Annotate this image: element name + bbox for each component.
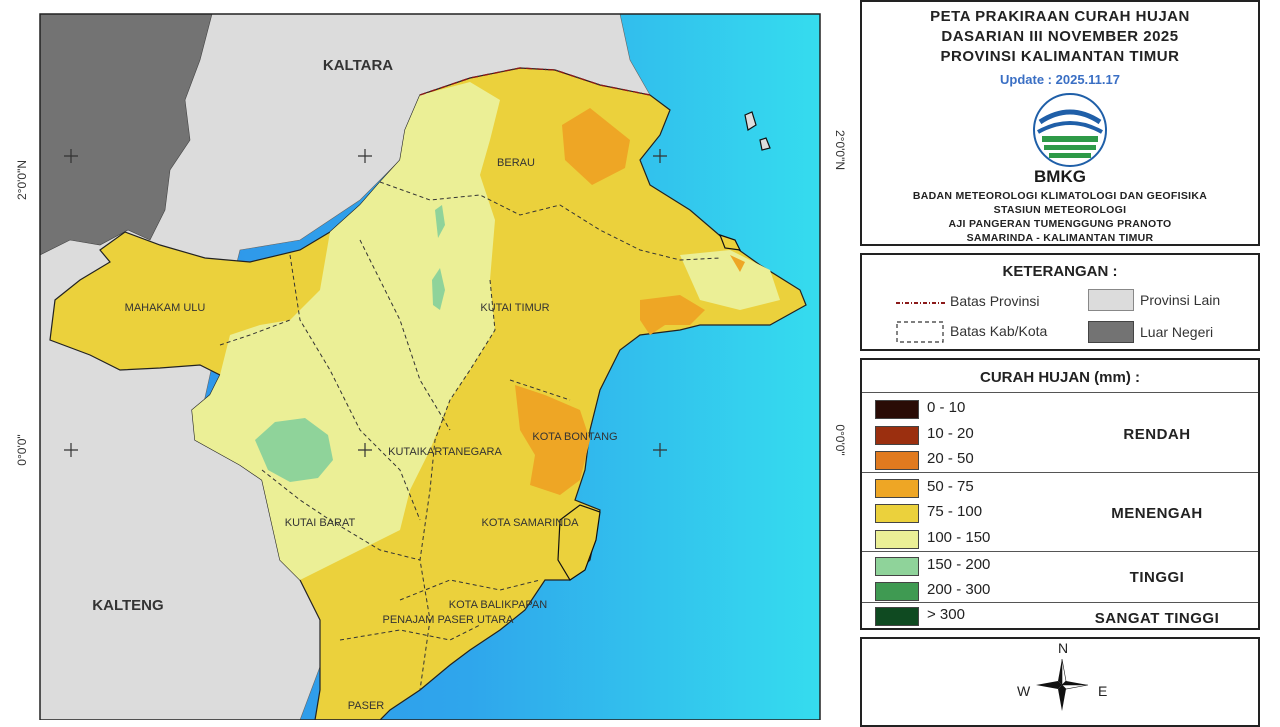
legend-swatch bbox=[875, 426, 919, 445]
label-mahakam-ulu: MAHAKAM ULU bbox=[125, 302, 206, 314]
rain-zone-150-200 bbox=[432, 268, 445, 310]
legend-label: 150 - 200 bbox=[927, 556, 991, 573]
legend-row: 100 - 150 bbox=[872, 526, 1072, 550]
legend-row: 10 - 20 bbox=[872, 422, 1072, 446]
title-line-1: PETA PRAKIRAAN CURAH HUJAN bbox=[930, 8, 1190, 25]
legend-label: 50 - 75 bbox=[927, 478, 974, 495]
legend-swatch bbox=[875, 530, 919, 549]
legend-label: 10 - 20 bbox=[927, 425, 974, 442]
label-kutai-timur: KUTAI TIMUR bbox=[480, 302, 549, 314]
lat-label-0-right: 0°0'0" bbox=[833, 424, 847, 455]
luar-negeri-swatch bbox=[1088, 321, 1134, 343]
rain-zone-150-200 bbox=[255, 418, 333, 482]
legend-swatch bbox=[875, 557, 919, 576]
label-kutai-kartanegara: KUTAIKARTANEGARA bbox=[388, 446, 502, 458]
batas-kab-label: Batas Kab/Kota bbox=[950, 323, 1048, 339]
legend-divider bbox=[862, 551, 1258, 552]
legend-row: 150 - 200 bbox=[872, 553, 1072, 577]
title-line-3: PROVINSI KALIMANTAN TIMUR bbox=[940, 48, 1180, 65]
legend-divider bbox=[862, 472, 1258, 473]
rain-zone-50-75 bbox=[562, 108, 630, 185]
legend-row: 200 - 300 bbox=[872, 578, 1072, 602]
category-rendah: RENDAH bbox=[1123, 426, 1191, 443]
compass-east: E bbox=[1098, 683, 1108, 699]
category-tinggi: TINGGI bbox=[1129, 569, 1185, 586]
legend-label: 200 - 300 bbox=[927, 581, 991, 598]
provinsi-lain-label: Provinsi Lain bbox=[1140, 292, 1221, 308]
label-kaltara: KALTARA bbox=[323, 57, 393, 74]
province-boundary bbox=[419, 67, 651, 96]
legend-label: 0 - 10 bbox=[927, 399, 966, 416]
provinsi-lain-swatch bbox=[1088, 289, 1134, 311]
update-date: Update : 2025.11.17 bbox=[1000, 72, 1120, 87]
label-berau: BERAU bbox=[497, 157, 535, 169]
curah-hujan-title: CURAH HUJAN (mm) : bbox=[980, 369, 1140, 386]
legend-swatch bbox=[875, 400, 919, 419]
legend-divider bbox=[862, 602, 1258, 603]
rain-zone-150-200 bbox=[435, 205, 445, 238]
label-kota-bontang: KOTA BONTANG bbox=[532, 431, 617, 443]
legend-swatch bbox=[875, 504, 919, 523]
legend-label: 100 - 150 bbox=[927, 529, 991, 546]
legend-swatch bbox=[875, 607, 919, 626]
label-paser: PASER bbox=[348, 700, 385, 712]
org-line-2: STASIUN METEOROLOGI bbox=[993, 204, 1127, 216]
province-boundary-symbol bbox=[896, 302, 946, 304]
legend-swatch bbox=[875, 451, 919, 470]
lat-label-2n-right: 2°0'0"N bbox=[833, 130, 847, 170]
batas-provinsi-label: Batas Provinsi bbox=[950, 293, 1040, 309]
category-menengah: MENENGAH bbox=[1111, 505, 1203, 522]
foreign-country-area bbox=[40, 14, 213, 256]
lat-label-0-left: 0°0'0" bbox=[15, 434, 29, 465]
legend-swatch bbox=[875, 479, 919, 498]
rain-zone-50-75 bbox=[730, 255, 745, 272]
kab-kota-boundaries bbox=[219, 181, 721, 691]
compass-panel: N W E bbox=[860, 637, 1260, 727]
label-kalteng: KALTENG bbox=[92, 597, 163, 614]
legend-label: > 300 bbox=[927, 606, 965, 623]
keterangan-title: KETERANGAN : bbox=[1002, 263, 1118, 280]
title-panel: PETA PRAKIRAAN CURAH HUJAN DASARIAN III … bbox=[860, 0, 1260, 246]
compass-rose-icon bbox=[1036, 658, 1089, 711]
keterangan-panel: KETERANGAN : Batas Provinsi Batas Kab/Ko… bbox=[860, 253, 1260, 351]
org-line-4: SAMARINDA - KALIMANTAN TIMUR bbox=[966, 232, 1154, 244]
bmkg-logo-text: BMKG bbox=[1034, 167, 1086, 186]
map-frame bbox=[39, 13, 821, 720]
graticule-crosses bbox=[64, 149, 667, 457]
legend-label: 75 - 100 bbox=[927, 503, 983, 520]
legend-swatch bbox=[875, 582, 919, 601]
legend-row: 50 - 75 bbox=[872, 475, 1072, 499]
curah-hujan-panel: CURAH HUJAN (mm) : 0 - 10 10 - 20 20 - 5… bbox=[860, 358, 1260, 630]
bmkg-logo-icon bbox=[1033, 93, 1107, 167]
label-kutai-barat: KUTAI BARAT bbox=[285, 517, 356, 529]
org-line-1: BADAN METEOROLOGI KLIMATOLOGI DAN GEOFIS… bbox=[912, 190, 1208, 202]
kab-boundary-symbol bbox=[896, 321, 944, 343]
label-kota-samarinda: KOTA SAMARINDA bbox=[482, 517, 580, 529]
compass-north: N bbox=[1058, 640, 1069, 656]
luar-negeri-label: Luar Negeri bbox=[1140, 324, 1214, 340]
lat-label-2n-left: 2°0'0"N bbox=[15, 160, 29, 200]
label-kota-balikpapan: KOTA BALIKPAPAN bbox=[449, 599, 547, 611]
label-penajam-paser-utara: PENAJAM PASER UTARA bbox=[382, 614, 514, 626]
legend-divider bbox=[862, 392, 1258, 393]
legend-row: 0 - 10 bbox=[872, 396, 1072, 420]
rain-zone-100-150 bbox=[680, 250, 780, 310]
legend-row: > 300 bbox=[872, 603, 1072, 627]
legend-label: 20 - 50 bbox=[927, 450, 974, 467]
legend-row: 20 - 50 bbox=[872, 447, 1072, 471]
title-line-2: DASARIAN III NOVEMBER 2025 bbox=[941, 28, 1179, 45]
legend-row: 75 - 100 bbox=[872, 500, 1072, 524]
org-line-3: AJI PANGERAN TUMENGGUNG PRANOTO bbox=[948, 218, 1172, 230]
compass-west: W bbox=[1017, 683, 1031, 699]
coastal-islands bbox=[557, 111, 771, 581]
rain-zone-50-75 bbox=[515, 385, 590, 495]
rainfall-map: 2°0'0"N 0°0'0" 2°0'0"N 0°0'0" KALTARA KA… bbox=[15, 13, 847, 720]
category-sangat-tinggi: SANGAT TINGGI bbox=[1094, 610, 1220, 627]
rain-zone-50-75 bbox=[640, 295, 705, 335]
